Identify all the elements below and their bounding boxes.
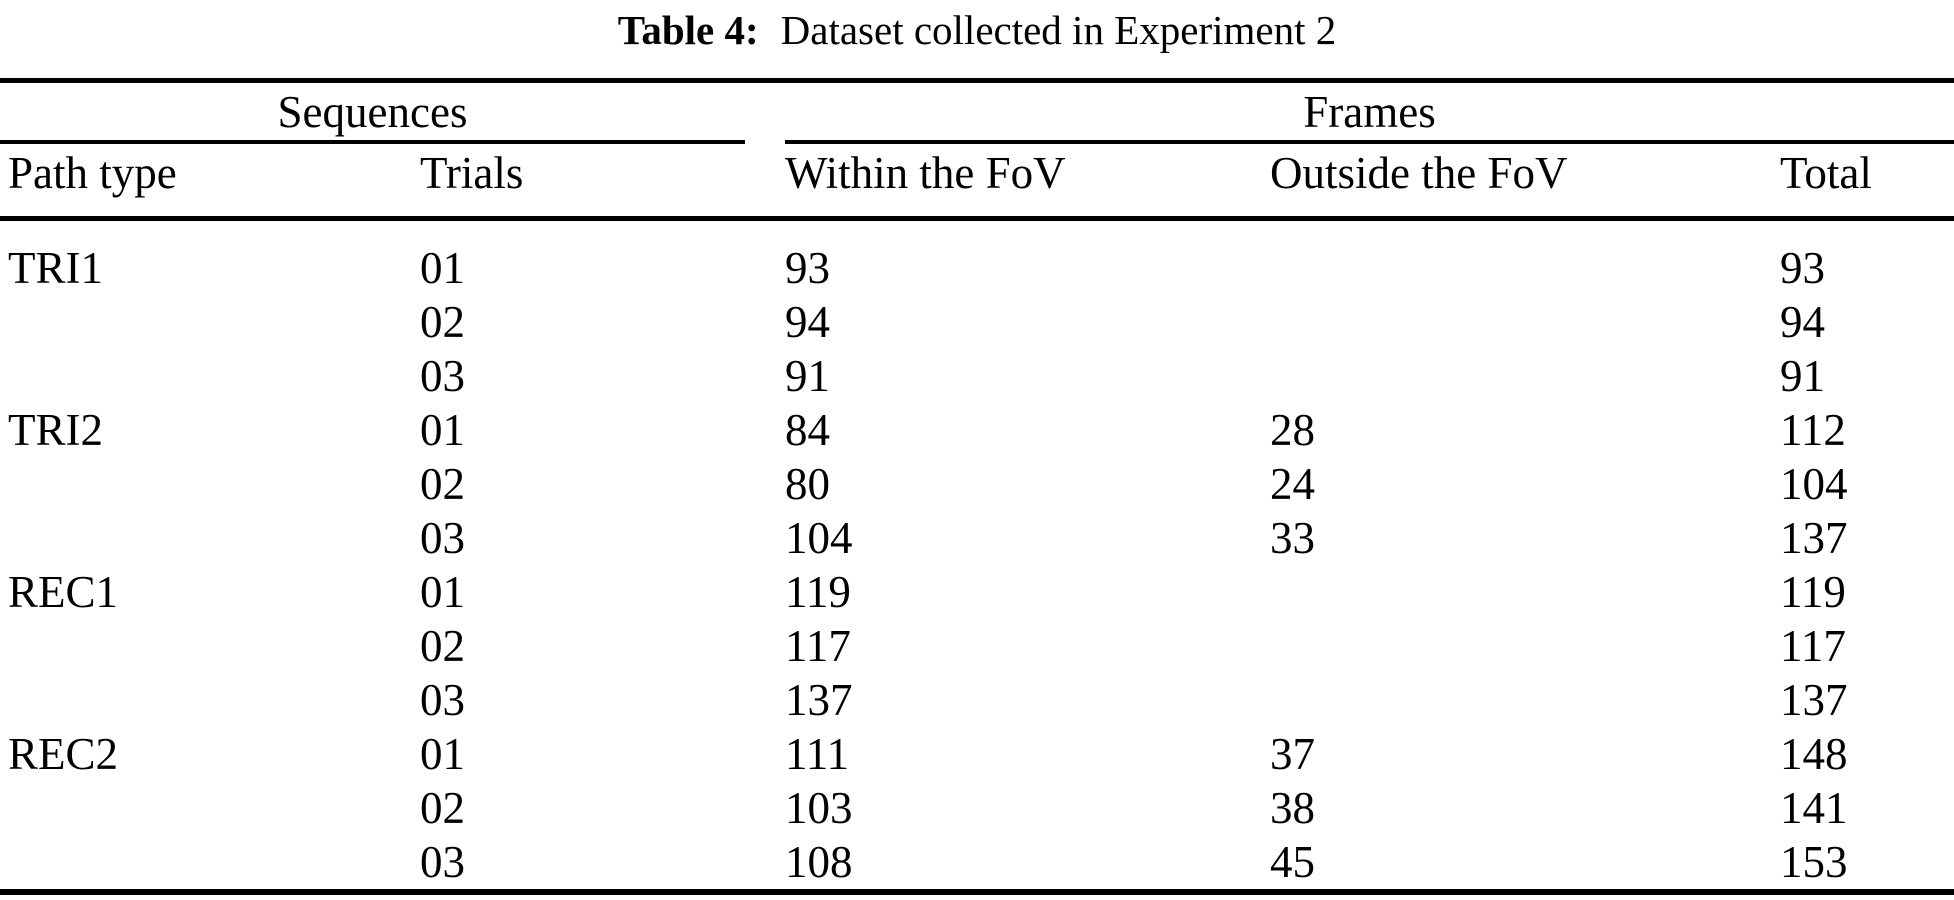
cell-trial: 03 bbox=[420, 674, 465, 725]
cell-within-fov: 93 bbox=[785, 242, 830, 293]
column-header-trials: Trials bbox=[420, 144, 785, 221]
cell-total: 117 bbox=[1780, 620, 1846, 671]
cell-path-type bbox=[0, 511, 420, 565]
caption-label: Table 4: bbox=[617, 7, 759, 53]
table-row: 02 80 24 104 bbox=[0, 457, 1954, 511]
cell-outside-fov: 28 bbox=[1270, 404, 1315, 455]
cell-trial: 01 bbox=[420, 566, 465, 617]
cell-within-fov: 104 bbox=[785, 512, 853, 563]
cell-path-type: REC1 bbox=[8, 566, 119, 617]
cell-path-type bbox=[0, 295, 420, 349]
group-label-frames: Frames bbox=[1303, 87, 1436, 137]
cell-total: 104 bbox=[1780, 458, 1848, 509]
cell-path-type: TRI2 bbox=[8, 404, 103, 455]
cell-outside-fov bbox=[1270, 295, 1780, 349]
cell-total: 94 bbox=[1780, 296, 1825, 347]
cell-trial: 02 bbox=[420, 620, 465, 671]
cell-outside-fov: 24 bbox=[1270, 458, 1315, 509]
cell-path-type bbox=[0, 349, 420, 403]
cell-trial: 01 bbox=[420, 242, 465, 293]
table-row: TRI1 01 93 93 bbox=[0, 218, 1954, 295]
cell-within-fov: 80 bbox=[785, 458, 830, 509]
cell-within-fov: 84 bbox=[785, 404, 830, 455]
cell-total: 93 bbox=[1780, 242, 1825, 293]
cell-path-type bbox=[0, 673, 420, 727]
table-row: 03 91 91 bbox=[0, 349, 1954, 403]
cell-within-fov: 91 bbox=[785, 350, 830, 401]
cell-total: 112 bbox=[1780, 404, 1846, 455]
cell-path-type bbox=[0, 619, 420, 673]
table-row: 03 137 137 bbox=[0, 673, 1954, 727]
cell-within-fov: 111 bbox=[785, 728, 850, 779]
table-row: REC1 01 119 119 bbox=[0, 565, 1954, 619]
caption-text: Dataset collected in Experiment 2 bbox=[780, 7, 1337, 53]
table-row: TRI2 01 84 28 112 bbox=[0, 403, 1954, 457]
cell-total: 148 bbox=[1780, 728, 1848, 779]
group-label-sequences: Sequences bbox=[277, 87, 468, 137]
cell-path-type bbox=[0, 781, 420, 835]
cell-within-fov: 94 bbox=[785, 296, 830, 347]
cell-outside-fov bbox=[1270, 349, 1780, 403]
cell-total: 137 bbox=[1780, 512, 1848, 563]
group-header-frames: Frames bbox=[785, 81, 1954, 144]
cell-total: 137 bbox=[1780, 674, 1848, 725]
cell-within-fov: 137 bbox=[785, 674, 853, 725]
cell-outside-fov: 45 bbox=[1270, 836, 1315, 887]
cell-path-type bbox=[0, 457, 420, 511]
cell-trial: 01 bbox=[420, 728, 465, 779]
cell-trial: 02 bbox=[420, 296, 465, 347]
cell-total: 91 bbox=[1780, 350, 1825, 401]
cell-trial: 03 bbox=[420, 836, 465, 887]
group-header-sequences: Sequences bbox=[0, 81, 785, 144]
table-row: REC2 01 111 37 148 bbox=[0, 727, 1954, 781]
table-row: 03 104 33 137 bbox=[0, 511, 1954, 565]
cell-outside-fov bbox=[1270, 673, 1780, 727]
column-header-row: Path type Trials Within the FoV Outside … bbox=[0, 144, 1954, 221]
cell-outside-fov: 37 bbox=[1270, 728, 1315, 779]
cell-outside-fov: 33 bbox=[1270, 512, 1315, 563]
cell-trial: 02 bbox=[420, 458, 465, 509]
table-row: 02 117 117 bbox=[0, 619, 1954, 673]
cell-outside-fov bbox=[1270, 619, 1780, 673]
group-header-row: Sequences Frames bbox=[0, 81, 1954, 144]
column-header-within-fov: Within the FoV bbox=[785, 144, 1270, 221]
cell-trial: 03 bbox=[420, 512, 465, 563]
table-row: 02 94 94 bbox=[0, 295, 1954, 349]
column-header-outside-fov: Outside the FoV bbox=[1270, 144, 1780, 221]
table-caption: Table 4: Dataset collected in Experiment… bbox=[0, 0, 1954, 78]
cell-trial: 02 bbox=[420, 782, 465, 833]
cell-total: 119 bbox=[1780, 566, 1846, 617]
column-header-path-type: Path type bbox=[0, 144, 420, 221]
cell-within-fov: 119 bbox=[785, 566, 851, 617]
cell-outside-fov bbox=[1270, 218, 1780, 295]
cell-within-fov: 103 bbox=[785, 782, 853, 833]
cell-total: 153 bbox=[1780, 836, 1848, 887]
cell-outside-fov: 38 bbox=[1270, 782, 1315, 833]
dataset-table: Sequences Frames Path type Trials Within… bbox=[0, 78, 1954, 895]
column-header-total: Total bbox=[1780, 144, 1954, 221]
cell-trial: 01 bbox=[420, 404, 465, 455]
cell-within-fov: 108 bbox=[785, 836, 853, 887]
cell-within-fov: 117 bbox=[785, 620, 851, 671]
cell-path-type bbox=[0, 835, 420, 892]
cell-total: 141 bbox=[1780, 782, 1848, 833]
cell-trial: 03 bbox=[420, 350, 465, 401]
table-row: 02 103 38 141 bbox=[0, 781, 1954, 835]
cell-outside-fov bbox=[1270, 565, 1780, 619]
cell-path-type: TRI1 bbox=[8, 242, 103, 293]
table-row: 03 108 45 153 bbox=[0, 835, 1954, 892]
cell-path-type: REC2 bbox=[8, 728, 119, 779]
